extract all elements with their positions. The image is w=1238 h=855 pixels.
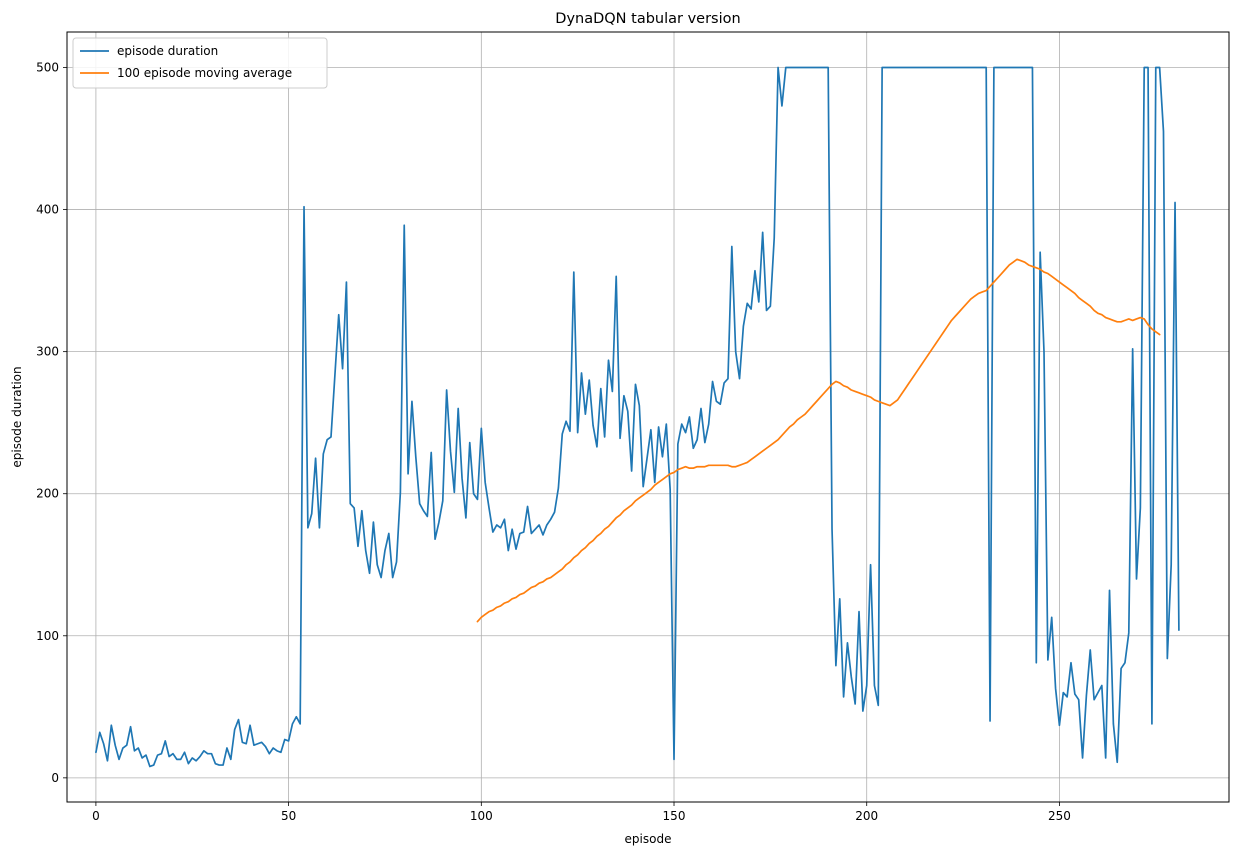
y-tick-label: 300 [36, 345, 59, 359]
legend: episode duration 100 episode moving aver… [72, 37, 328, 89]
series-lines [95, 66, 1180, 768]
legend-label-episode-duration: episode duration [117, 44, 218, 58]
grid [67, 32, 1229, 802]
legend-label-moving-average: 100 episode moving average [117, 66, 292, 80]
y-axis-title: episode duration [10, 366, 24, 467]
y-tick-label: 100 [36, 629, 59, 643]
x-tick-label: 250 [1048, 809, 1071, 823]
y-tick-label: 400 [36, 203, 59, 217]
x-tick-label: 0 [92, 809, 100, 823]
x-tick-label: 200 [855, 809, 878, 823]
plot-frame [66, 31, 1230, 803]
y-tick-label: 0 [51, 771, 59, 785]
x-tick-label: 150 [663, 809, 686, 823]
chart-title: DynaDQN tabular version [555, 11, 740, 27]
axis-ticks: 0 50 100 150 200 250 0 100 200 300 400 500 [36, 61, 1071, 823]
x-tick-label: 100 [470, 809, 493, 823]
series-line-episode-duration [95, 66, 1180, 768]
x-tick-label: 50 [281, 809, 296, 823]
y-tick-label: 500 [36, 61, 59, 75]
series-line-moving-average [476, 258, 1161, 623]
y-tick-label: 200 [36, 487, 59, 501]
legend-box [72, 37, 328, 89]
x-axis-title: episode [625, 832, 672, 846]
